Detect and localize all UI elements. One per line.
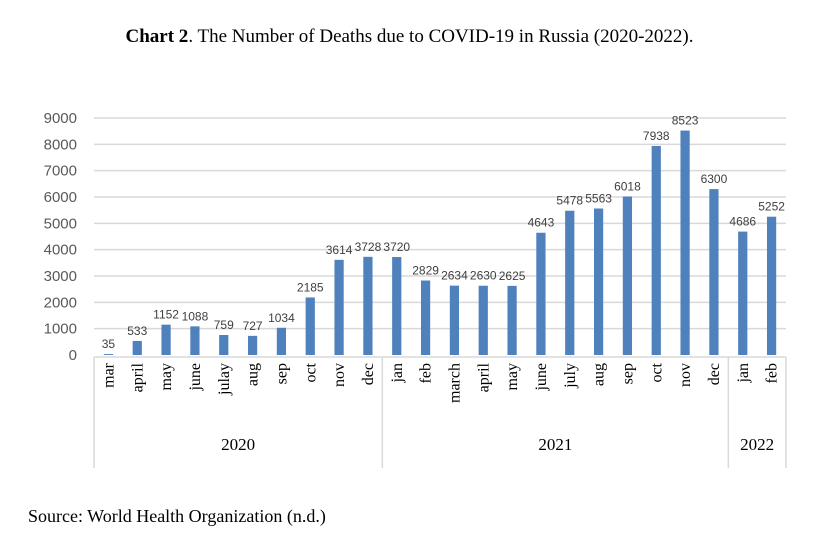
- data-label: 2829: [412, 264, 439, 278]
- chart-title-bold: Chart 2: [125, 26, 189, 47]
- x-tick-label: july: [562, 363, 579, 389]
- bar: [651, 145, 661, 355]
- data-label: 3614: [326, 243, 353, 257]
- x-tick-label: sep: [619, 363, 636, 384]
- y-tick-label: 3000: [44, 268, 77, 285]
- y-tick-label: 2000: [44, 294, 77, 311]
- bar: [161, 324, 171, 355]
- x-tick-label: april: [129, 362, 146, 392]
- data-label: 2630: [470, 269, 497, 283]
- data-label: 6018: [614, 180, 641, 194]
- data-label: 1034: [268, 311, 295, 325]
- y-tick-label: 8000: [44, 136, 77, 153]
- x-tick-label: aug: [591, 363, 608, 386]
- data-label: 2625: [499, 269, 526, 283]
- data-label: 4643: [528, 216, 555, 230]
- bar: [132, 340, 142, 355]
- x-tick-label: aug: [245, 363, 262, 386]
- data-label: 2634: [441, 269, 468, 283]
- bar: [766, 216, 777, 355]
- bar: [363, 256, 373, 355]
- x-tick-label: feb: [418, 363, 435, 383]
- data-label: 3728: [355, 240, 382, 254]
- data-label: 4686: [729, 215, 756, 229]
- y-tick-label: 0: [69, 347, 77, 364]
- x-tick-label: oct: [648, 362, 665, 382]
- x-tick-label: may: [504, 363, 521, 391]
- data-label: 1152: [153, 308, 179, 322]
- data-label: 5252: [758, 200, 785, 214]
- bar: [103, 354, 114, 355]
- bar: [536, 232, 546, 355]
- data-label: 5563: [585, 192, 612, 206]
- bar: [680, 130, 690, 355]
- bar: [190, 326, 200, 355]
- x-tick-label: april: [475, 362, 492, 392]
- data-label: 759: [214, 318, 234, 332]
- bar: [709, 189, 719, 355]
- data-label: 533: [127, 324, 147, 338]
- bar: [507, 285, 517, 355]
- y-tick-label: 1000: [44, 321, 77, 338]
- bar: [593, 208, 604, 355]
- bar: [738, 231, 748, 355]
- data-label: 5478: [556, 194, 583, 208]
- x-tick-label: dec: [360, 363, 377, 385]
- data-label: 35: [102, 337, 116, 351]
- bar: [420, 280, 431, 355]
- bar: [449, 285, 460, 355]
- x-tick-label: may: [158, 363, 175, 391]
- y-tick-label: 7000: [44, 163, 77, 180]
- data-label: 3720: [383, 240, 410, 254]
- x-tick-label: sep: [273, 363, 290, 384]
- x-tick-label: nov: [331, 363, 348, 387]
- gridlines: [94, 117, 786, 330]
- data-label: 7938: [643, 129, 670, 143]
- year-group-label: 2022: [740, 435, 774, 454]
- bar: [276, 327, 287, 355]
- year-group-label: 2020: [221, 435, 255, 454]
- x-tick-label: june: [533, 363, 550, 392]
- bar: [247, 335, 258, 355]
- x-tick-label: feb: [764, 363, 781, 383]
- bars: [103, 130, 777, 355]
- bar: [565, 210, 575, 355]
- x-tick-label: mar: [100, 362, 117, 388]
- x-tick-label: dec: [706, 363, 723, 385]
- chart-title: Chart 2. The Number of Deaths due to COV…: [0, 26, 819, 48]
- x-tick-label: march: [446, 363, 463, 403]
- x-tick-label: nov: [677, 363, 694, 387]
- source-note: Source: World Health Organization (n.d.): [28, 506, 326, 526]
- data-label: 727: [243, 319, 263, 333]
- y-tick-label: 6000: [44, 189, 77, 206]
- x-tick-label: jan: [735, 363, 752, 384]
- y-axis-ticks: 0 1000 2000 3000 4000 5000 6000 7000 8000 9000: [44, 110, 77, 364]
- data-label: 2185: [297, 280, 324, 294]
- data-label: 8523: [672, 114, 699, 128]
- x-tick-label: julay: [216, 363, 233, 396]
- bar: [392, 257, 402, 355]
- year-group-label: 2021: [538, 435, 572, 454]
- chart-title-rest: . The Number of Deaths due to COVID-19 i…: [188, 26, 694, 47]
- y-tick-label: 4000: [44, 242, 77, 259]
- bar: [622, 196, 633, 355]
- x-tick-label: oct: [302, 362, 319, 382]
- y-tick-label: 9000: [44, 110, 77, 127]
- x-axis: mar april may june julay aug sep oct nov dec jan fe…: [93, 356, 787, 468]
- bar: [219, 335, 229, 355]
- data-label: 6300: [701, 172, 728, 186]
- x-tick-label: jan: [389, 363, 406, 384]
- bar: [305, 297, 315, 355]
- bar: [478, 285, 488, 355]
- x-tick-label: june: [187, 363, 204, 392]
- data-label: 1088: [182, 309, 209, 323]
- bar: [334, 259, 344, 355]
- y-tick-label: 5000: [44, 215, 77, 232]
